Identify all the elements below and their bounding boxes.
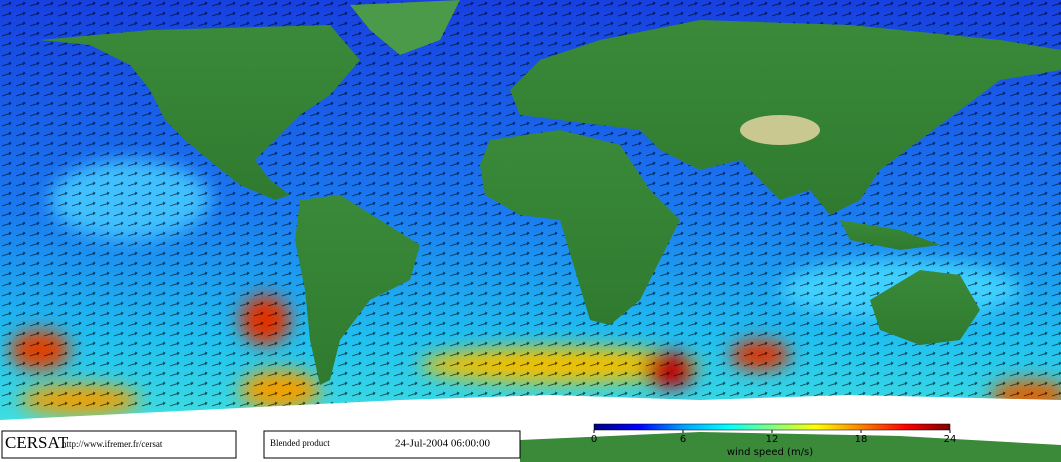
- footer-box: [1, 430, 237, 459]
- colorbar-tick-label: 6: [680, 434, 686, 445]
- antarctica-land: [520, 432, 1061, 462]
- colorbar-tick-label: 18: [855, 434, 868, 445]
- url: http://www.ifremer.fr/cersat: [62, 439, 163, 449]
- continents: [40, 0, 1061, 385]
- date: 24-Jul-2004 06:00:00: [395, 438, 491, 450]
- colorbar-tick-label: 0: [591, 434, 597, 445]
- colorbar-label: wind speed (m/s): [727, 447, 813, 458]
- colorbar: [593, 423, 951, 431]
- footer-box: [263, 430, 521, 459]
- logo: CERSAT: [5, 433, 69, 452]
- colorbar-tick-label: 12: [766, 434, 779, 445]
- product: Blended product: [270, 438, 330, 448]
- colorbar-tick-label: 24: [944, 434, 957, 445]
